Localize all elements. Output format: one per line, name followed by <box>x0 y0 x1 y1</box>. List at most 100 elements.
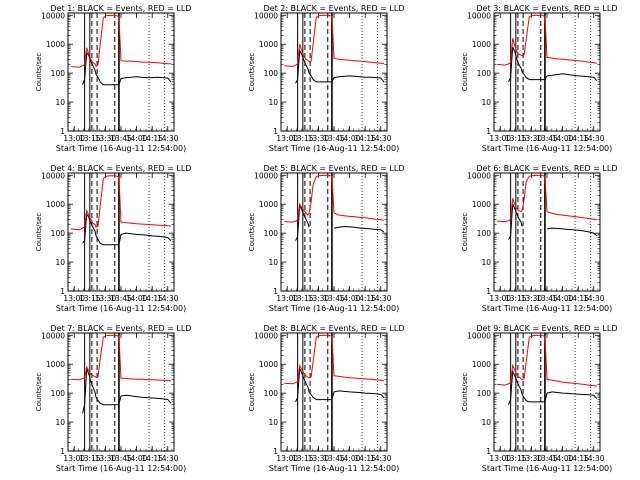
x-tick-label: 13:30 <box>95 454 117 463</box>
y-tick-label: 1000 <box>46 40 65 49</box>
y-tick-label: 1 <box>60 287 65 296</box>
y-tick-label: 100 <box>51 389 66 398</box>
x-tick-label: 13:15 <box>292 294 314 303</box>
panel-title: Det 2: BLACK = Events, RED = LLD <box>264 4 405 13</box>
x-axis-label: Start Time (16-Aug-11 12:54:00) <box>482 144 613 153</box>
x-tick-label: 14:15 <box>141 294 163 303</box>
detector-panel-3: Det 3: BLACK = Events, RED = LLD 1 10 100 10… <box>461 4 617 153</box>
plot-frame <box>67 332 175 452</box>
x-tick-label: 14:30 <box>583 134 605 143</box>
series-line-lld <box>284 174 384 223</box>
series-line-events <box>82 368 172 414</box>
y-tick-label: 100 <box>51 69 66 78</box>
x-axis-label: Start Time (16-Aug-11 12:54:00) <box>56 304 187 313</box>
x-tick-label: 14:15 <box>354 134 376 143</box>
y-tick-label: 1000 <box>46 200 65 209</box>
x-tick-label: 13:15 <box>79 454 101 463</box>
x-tick-label: 14:15 <box>141 454 163 463</box>
y-tick-label: 1 <box>273 447 278 456</box>
series-line-events <box>508 369 598 405</box>
x-tick-label: 13:15 <box>505 454 527 463</box>
y-tick-label: 100 <box>264 229 279 238</box>
panel-title: Det 8: BLACK = Events, RED = LLD <box>264 324 405 333</box>
x-tick-label: 14:00 <box>126 134 148 143</box>
x-tick-label: 14:15 <box>141 134 163 143</box>
x-tick-label: 14:30 <box>157 454 179 463</box>
y-axis-label: Counts/sec <box>35 53 43 92</box>
panel-title: Det 5: BLACK = Events, RED = LLD <box>264 164 405 173</box>
series-line-lld <box>497 14 597 66</box>
x-tick-label: 14:15 <box>354 454 376 463</box>
y-tick-label: 100 <box>264 389 279 398</box>
y-axis-label: Counts/sec <box>461 373 469 412</box>
x-tick-label: 14:30 <box>157 134 179 143</box>
y-axis-label: Counts/sec <box>248 213 256 252</box>
series-line-events <box>82 212 172 246</box>
series-line-events <box>82 51 172 86</box>
x-tick-label: 13:30 <box>521 134 543 143</box>
y-axis-label: Counts/sec <box>35 373 43 412</box>
plot-frame <box>493 12 601 132</box>
plot-frame <box>280 12 388 132</box>
x-tick-label: 13:15 <box>79 134 101 143</box>
series-line-events <box>508 46 598 83</box>
y-tick-label: 100 <box>51 229 66 238</box>
y-tick-label: 10 <box>268 418 278 427</box>
y-tick-label: 1000 <box>259 360 278 369</box>
y-tick-label: 100 <box>477 69 492 78</box>
x-tick-label: 13:15 <box>292 134 314 143</box>
x-tick-label: 13:30 <box>308 134 330 143</box>
x-tick-label: 13:00 <box>489 454 511 463</box>
x-tick-label: 14:15 <box>567 454 589 463</box>
y-tick-label: 10 <box>268 98 278 107</box>
x-tick-label: 13:45 <box>536 454 558 463</box>
series-line-events <box>295 48 385 84</box>
x-tick-label: 13:45 <box>536 134 558 143</box>
y-tick-label: 10 <box>55 418 65 427</box>
y-tick-label: 1 <box>60 127 65 136</box>
y-tick-label: 1000 <box>259 200 278 209</box>
x-tick-label: 13:45 <box>110 294 132 303</box>
series-line-events <box>508 203 598 240</box>
series-line-lld <box>71 175 171 231</box>
x-tick-label: 13:00 <box>489 294 511 303</box>
x-tick-label: 13:45 <box>110 134 132 143</box>
x-tick-label: 14:00 <box>552 294 574 303</box>
x-tick-label: 13:15 <box>79 294 101 303</box>
x-tick-label: 14:30 <box>370 134 392 143</box>
x-axis-label: Start Time (16-Aug-11 12:54:00) <box>56 144 187 153</box>
x-axis-label: Start Time (16-Aug-11 12:54:00) <box>269 464 400 473</box>
x-tick-label: 13:45 <box>536 294 558 303</box>
x-axis-label: Start Time (16-Aug-11 12:54:00) <box>269 144 400 153</box>
x-tick-label: 13:45 <box>323 454 345 463</box>
x-tick-label: 13:00 <box>489 134 511 143</box>
series-line-lld <box>284 334 384 385</box>
x-tick-label: 14:30 <box>583 294 605 303</box>
x-tick-label: 13:00 <box>63 134 85 143</box>
y-axis-label: Counts/sec <box>248 373 256 412</box>
plot-frame <box>67 12 175 132</box>
y-axis-label: Counts/sec <box>461 53 469 92</box>
y-tick-label: 10000 <box>467 331 491 340</box>
x-tick-label: 14:00 <box>552 454 574 463</box>
x-tick-label: 13:30 <box>308 294 330 303</box>
detector-panel-5: Det 5: BLACK = Events, RED = LLD 1 10 100 10… <box>248 164 404 313</box>
y-axis-label: Counts/sec <box>461 213 469 252</box>
x-tick-label: 14:30 <box>157 294 179 303</box>
y-axis-label: Counts/sec <box>248 53 256 92</box>
detector-panel-4: Det 4: BLACK = Events, RED = LLD 1 10 100 10… <box>35 164 191 313</box>
y-tick-label: 10 <box>268 258 278 267</box>
y-tick-label: 1000 <box>472 40 491 49</box>
y-tick-label: 1 <box>273 127 278 136</box>
y-tick-label: 10000 <box>467 171 491 180</box>
x-tick-label: 13:15 <box>505 294 527 303</box>
series-line-lld <box>497 334 597 387</box>
y-tick-label: 10000 <box>41 331 65 340</box>
x-tick-label: 13:15 <box>292 454 314 463</box>
series-line-lld <box>497 174 597 223</box>
x-tick-label: 14:30 <box>370 454 392 463</box>
series-line-lld <box>284 14 384 68</box>
panel-title: Det 1: BLACK = Events, RED = LLD <box>51 4 192 13</box>
x-tick-label: 14:00 <box>339 294 361 303</box>
